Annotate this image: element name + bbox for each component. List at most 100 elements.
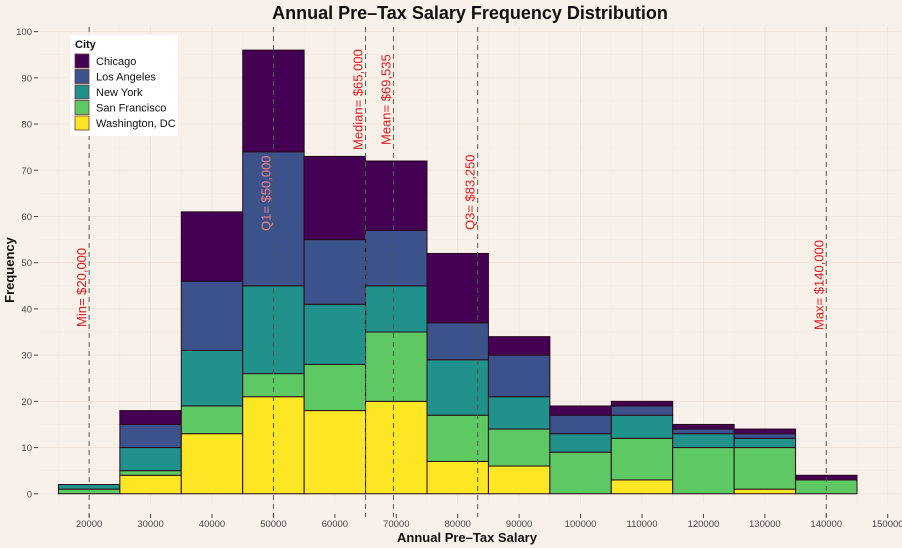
y-tick-label: 20 [21, 397, 32, 408]
bar-chicago-130000 [733, 428, 797, 435]
bar-chicago-40000 [180, 211, 244, 282]
y-tick-label: 0 [27, 489, 32, 500]
x-tick-label: 130000 [749, 519, 781, 530]
legend-swatch-san-francisco [74, 100, 90, 115]
bar-new-york-130000 [733, 437, 797, 449]
reference-label-max: Max= $140,000 [811, 240, 826, 330]
bar-chicago-120000 [672, 423, 735, 430]
y-tick-label: 10 [21, 443, 32, 454]
reference-label-q1: Q1= $50,000 [258, 155, 273, 231]
bar-san-francisco-70000 [365, 331, 428, 402]
legend-swatch-los-angeles [74, 69, 90, 84]
bar-los-angeles-80000 [426, 322, 489, 361]
bar-san-francisco-50000 [242, 373, 305, 398]
x-tick-label: 140000 [810, 519, 842, 530]
bar-washington-dc-130000 [733, 488, 797, 495]
bar-san-francisco-100000 [549, 451, 612, 495]
bars [57, 49, 858, 495]
legend-label: New York [96, 87, 143, 99]
y-tick-label: 100 [16, 27, 32, 38]
bar-washington-dc-70000 [365, 400, 428, 495]
bar-new-york-40000 [180, 349, 244, 407]
bar-chicago-80000 [426, 252, 489, 324]
bar-los-angeles-90000 [487, 354, 551, 398]
x-tick-label: 50000 [260, 519, 286, 530]
bar-san-francisco-90000 [487, 428, 551, 467]
bar-los-angeles-120000 [672, 428, 735, 435]
y-tick-label: 50 [21, 258, 32, 269]
bar-los-angeles-70000 [365, 229, 428, 287]
bar-chicago-60000 [303, 155, 367, 241]
x-tick-label: 30000 [137, 519, 163, 530]
legend-swatch-washington-dc [74, 115, 90, 131]
y-tick-label: 90 [21, 73, 32, 84]
x-tick-label: 40000 [199, 519, 225, 530]
legend-label: Los Angeles [96, 72, 156, 84]
reference-lines: Min= $20,000 Q1= $50,000 Median= $65,000 Me… [74, 27, 827, 517]
bar-chicago-30000 [119, 410, 182, 425]
bar-los-angeles-30000 [119, 423, 182, 449]
reference-label-mean: Mean= $69,535 [378, 54, 393, 145]
x-tick-label: 110000 [627, 519, 658, 530]
bar-san-francisco-40000 [180, 405, 244, 435]
x-tick-label: 100000 [565, 519, 597, 530]
bar-new-york-70000 [365, 285, 428, 333]
y-tick-label: 70 [21, 166, 32, 177]
legend-title: City [75, 39, 97, 51]
bar-san-francisco-60000 [303, 363, 367, 412]
bar-san-francisco-130000 [733, 447, 797, 490]
x-tick-label: 20000 [76, 519, 102, 530]
bar-new-york-80000 [426, 359, 489, 416]
reference-label-min: Min= $20,000 [74, 248, 89, 327]
bar-new-york-110000 [610, 414, 674, 439]
y-tick-label: 30 [21, 351, 32, 362]
x-axis-label: Annual Pre–Tax Salary [397, 530, 538, 545]
y-tick-label: 80 [21, 120, 32, 131]
bar-san-francisco-30000 [119, 470, 182, 476]
x-tick-label: 70000 [383, 519, 409, 530]
bar-new-york-120000 [672, 433, 735, 449]
reference-label-q3: Q3= $83,250 [463, 154, 478, 230]
x-axis: 20000 30000 40000 50000 60000 70000 80000 90000… [76, 514, 902, 530]
y-tick-label: 40 [21, 304, 32, 315]
legend-label: San Francisco [96, 103, 166, 115]
bar-new-york-30000 [119, 447, 182, 472]
y-axis: 0 10 20 30 40 50 60 70 80 90 100 [16, 27, 38, 500]
legend-label: Washington, DC [96, 118, 176, 130]
bar-los-angeles-110000 [610, 405, 674, 416]
x-tick-label: 90000 [506, 519, 532, 530]
bar-new-york-100000 [549, 433, 612, 453]
bar-los-angeles-60000 [303, 239, 367, 305]
bar-san-francisco-120000 [672, 447, 735, 495]
x-tick-label: 120000 [688, 519, 720, 530]
legend: City Chicago Los Angeles New York San Franc… [70, 35, 178, 136]
legend-swatch-new-york [74, 84, 90, 100]
x-tick-label: 80000 [445, 519, 471, 530]
bar-washington-dc-80000 [426, 460, 489, 495]
reference-label-median: Median= $65,000 [351, 49, 366, 150]
bar-san-francisco-80000 [426, 414, 489, 462]
chart-title: Annual Pre–Tax Salary Frequency Distribu… [272, 3, 668, 23]
bar-washington-dc-40000 [180, 433, 244, 495]
bar-chicago-110000 [610, 400, 674, 407]
bar-los-angeles-40000 [180, 280, 244, 351]
legend-label: Chicago [96, 56, 136, 68]
bar-los-angeles-100000 [549, 414, 612, 435]
bar-washington-dc-110000 [610, 479, 674, 495]
bar-san-francisco-110000 [610, 437, 674, 481]
x-tick-label: 150000 [872, 519, 902, 530]
bar-chicago-100000 [549, 405, 612, 416]
x-tick-label: 60000 [322, 519, 348, 530]
y-tick-label: 60 [21, 212, 32, 223]
bar-new-york-60000 [303, 303, 367, 365]
bar-new-york-90000 [487, 396, 551, 430]
legend-swatch-chicago [74, 53, 90, 69]
bar-washington-dc-60000 [303, 410, 367, 495]
bar-chicago-70000 [365, 160, 428, 231]
bar-washington-dc-90000 [487, 465, 551, 495]
y-axis-label: Frequency [2, 236, 17, 303]
bar-los-angeles-130000 [733, 433, 797, 439]
bar-chicago-90000 [487, 336, 551, 356]
bar-washington-dc-30000 [119, 474, 182, 495]
